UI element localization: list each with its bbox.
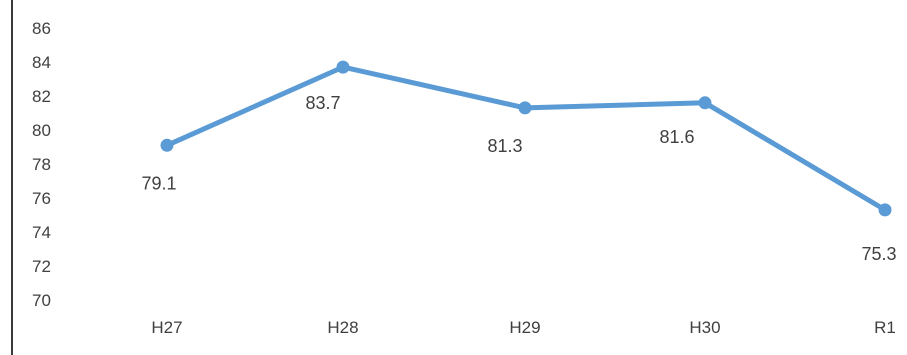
data-label: 79.1 [141, 173, 176, 193]
y-tick-label: 70 [32, 291, 51, 310]
data-point [518, 101, 532, 115]
y-tick-label: 80 [32, 121, 51, 140]
data-point [878, 203, 892, 217]
data-label: 75.3 [861, 244, 896, 264]
data-point [160, 138, 174, 152]
data-label: 81.3 [487, 136, 522, 156]
series-line [164, 64, 888, 213]
x-tick-label: R1 [874, 318, 896, 337]
y-tick-label: 84 [32, 53, 51, 72]
y-tick-label: 74 [32, 223, 51, 242]
data-label: 83.7 [305, 93, 340, 113]
y-tick-label: 76 [32, 189, 51, 208]
y-tick-label: 72 [32, 257, 51, 276]
y-tick-label: 82 [32, 87, 51, 106]
y-tick-label: 78 [32, 155, 51, 174]
x-axis-ticks: H27 H28 H29 H30 R1 [151, 318, 895, 337]
x-tick-label: H29 [509, 318, 540, 337]
y-tick-label: 86 [32, 19, 51, 38]
data-point [698, 96, 712, 110]
data-labels: 79.1 83.7 81.3 81.6 75.3 [141, 93, 896, 264]
x-tick-label: H30 [689, 318, 720, 337]
data-label: 81.6 [659, 127, 694, 147]
x-tick-label: H27 [151, 318, 182, 337]
series-polyline [164, 64, 888, 213]
data-point [336, 60, 350, 74]
y-axis-ticks: 86 84 82 80 78 76 74 72 70 [32, 19, 51, 310]
data-points [160, 60, 892, 217]
x-tick-label: H28 [327, 318, 358, 337]
